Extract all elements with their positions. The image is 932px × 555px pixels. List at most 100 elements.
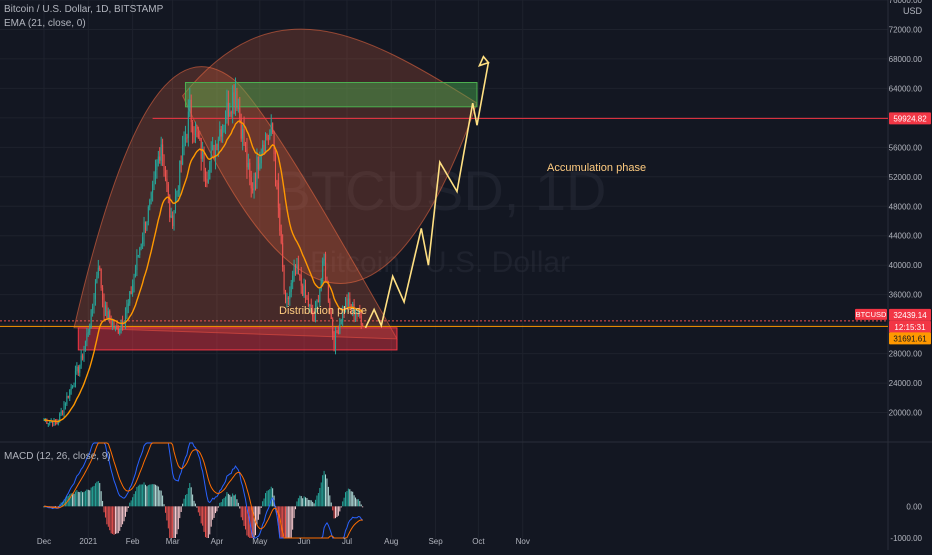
macd-histogram-bar	[312, 501, 314, 507]
macd-histogram-bar	[136, 487, 138, 507]
candle-body	[337, 332, 339, 334]
macd-histogram-bar	[100, 491, 102, 507]
candle-body	[53, 419, 55, 426]
macd-histogram-bar	[83, 491, 85, 507]
macd-histogram-bar	[127, 506, 129, 508]
x-tick-label: Mar	[166, 537, 180, 546]
macd-histogram-bar	[362, 506, 364, 508]
candle-body	[196, 126, 198, 132]
candle-body	[306, 295, 308, 299]
candle-body	[210, 150, 212, 163]
candle-body	[82, 355, 84, 359]
candle-body	[127, 303, 129, 307]
candle-body	[124, 313, 126, 323]
candle-body	[275, 154, 277, 181]
macd-tick-label: -1000.00	[890, 534, 922, 543]
macd-histogram-bar	[277, 506, 279, 526]
macd-histogram-bar	[64, 498, 66, 507]
resistance-price-tag-bg	[889, 112, 931, 125]
macd-histogram-bar	[183, 498, 185, 507]
x-tick-label: 2021	[79, 537, 97, 546]
macd-histogram-bar	[243, 506, 245, 526]
candle-body	[107, 311, 109, 319]
macd-histogram-bar	[295, 506, 297, 510]
candle-body	[159, 156, 161, 161]
macd-histogram-bar	[123, 506, 125, 522]
candle-body	[217, 139, 219, 151]
candle-body	[66, 396, 68, 405]
candle-body	[257, 156, 259, 170]
macd-histogram-bar	[340, 506, 342, 508]
macd-histogram-bar	[73, 493, 75, 507]
macd-histogram-bar	[63, 499, 65, 507]
candle-body	[163, 155, 165, 171]
macd-histogram-bar	[329, 495, 331, 507]
y-tick-label: 36000.00	[889, 291, 923, 300]
ema-legend[interactable]: EMA (21, close, 0)	[4, 18, 86, 29]
candle-body	[120, 322, 122, 329]
macd-histogram-bar	[149, 484, 151, 507]
macd-histogram-bar	[285, 506, 287, 538]
macd-legend[interactable]: MACD (12, 26, close, 9)	[4, 451, 111, 462]
candle-body	[200, 137, 202, 159]
macd-histogram-bar	[332, 506, 334, 511]
macd-histogram-bar	[130, 500, 132, 507]
candle-body	[80, 355, 82, 366]
macd-histogram-bar	[313, 503, 315, 507]
macd-histogram-bar	[250, 506, 252, 538]
macd-histogram-bar	[184, 495, 186, 507]
candle-body	[220, 129, 222, 137]
macd-histogram-bar	[90, 487, 92, 507]
macd-histogram-bar	[350, 491, 352, 507]
macd-histogram-bar	[199, 506, 201, 516]
y-tick-label: 72000.00	[889, 25, 923, 34]
symbol-title[interactable]: Bitcoin / U.S. Dollar, 1D, BITSTAMP	[4, 4, 164, 15]
candle-body	[46, 419, 48, 424]
macd-histogram-bar	[220, 502, 222, 507]
candle-body	[132, 284, 134, 294]
candle-body	[160, 144, 162, 161]
macd-histogram-bar	[237, 502, 239, 507]
macd-histogram-bar	[176, 506, 178, 535]
macd-histogram-bar	[70, 493, 72, 507]
macd-histogram-bar	[113, 506, 115, 535]
macd-histogram-bar	[129, 502, 131, 507]
y-tick-label: 44000.00	[889, 232, 923, 241]
macd-histogram-bar	[300, 496, 302, 507]
candle-body	[209, 162, 211, 180]
macd-histogram-bar	[150, 484, 152, 507]
candle-body	[193, 133, 195, 136]
macd-histogram-bar	[132, 497, 134, 507]
macd-histogram-bar	[66, 496, 68, 507]
candle-body	[83, 349, 85, 359]
ema-price-tag: 31691.61	[893, 334, 927, 343]
candle-body	[76, 366, 78, 371]
candle-body	[319, 288, 321, 303]
macd-histogram-bar	[339, 506, 341, 512]
candle-body	[117, 329, 119, 334]
macd-histogram-bar	[172, 506, 174, 538]
currency-label[interactable]: USD	[903, 6, 923, 16]
x-tick-label: Aug	[384, 537, 398, 546]
time-axis[interactable]: Dec 2021 Feb Mar Apr May Jun Jul Aug Sep Oct Nov	[37, 537, 530, 546]
candle-body	[182, 145, 184, 165]
candle-body	[96, 275, 98, 283]
candle-body	[187, 111, 189, 138]
candle-body	[67, 396, 69, 398]
price-axis[interactable]: 76000.0072000.0068000.0064000.0060000.00…	[889, 0, 923, 418]
candle-body	[287, 297, 289, 300]
candle-body	[270, 123, 272, 134]
macd-histogram-bar	[82, 492, 84, 507]
macd-histogram-bar	[79, 492, 81, 507]
candle-body	[276, 180, 278, 183]
candle-body	[333, 333, 335, 349]
countdown-tag-bg	[889, 320, 931, 333]
macd-pane: 0.00 -1000.00	[43, 442, 923, 543]
candle-body	[359, 309, 361, 316]
symbol-tag: BTCUSD	[856, 310, 887, 319]
candle-body	[263, 144, 265, 151]
macd-histogram-bar	[253, 506, 255, 538]
candle-body	[149, 199, 151, 207]
